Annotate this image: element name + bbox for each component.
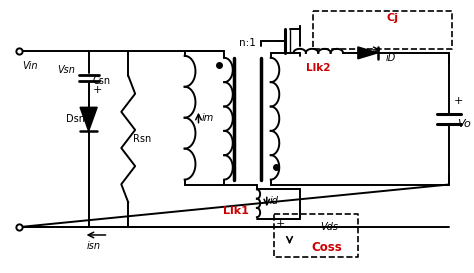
Text: Coss: Coss xyxy=(311,241,342,254)
Text: Vin: Vin xyxy=(22,61,38,71)
Text: Rsn: Rsn xyxy=(133,134,151,144)
Text: Dsn: Dsn xyxy=(66,114,85,124)
Text: +: + xyxy=(276,219,285,229)
Text: +: + xyxy=(454,96,463,106)
Text: isn: isn xyxy=(87,241,100,251)
Polygon shape xyxy=(358,47,378,59)
Text: Vsn: Vsn xyxy=(57,65,75,75)
Text: Csn: Csn xyxy=(92,76,111,86)
Text: Cj: Cj xyxy=(386,13,399,23)
Text: id: id xyxy=(270,196,279,206)
Polygon shape xyxy=(80,107,97,131)
Text: Llk2: Llk2 xyxy=(306,63,330,73)
Text: im: im xyxy=(201,113,214,123)
Text: +: + xyxy=(92,85,102,95)
Text: n:1: n:1 xyxy=(239,38,256,48)
Text: iD: iD xyxy=(385,53,396,63)
Text: Vds: Vds xyxy=(320,222,338,232)
Text: Vo: Vo xyxy=(457,119,471,129)
Text: Llk1: Llk1 xyxy=(223,206,249,216)
